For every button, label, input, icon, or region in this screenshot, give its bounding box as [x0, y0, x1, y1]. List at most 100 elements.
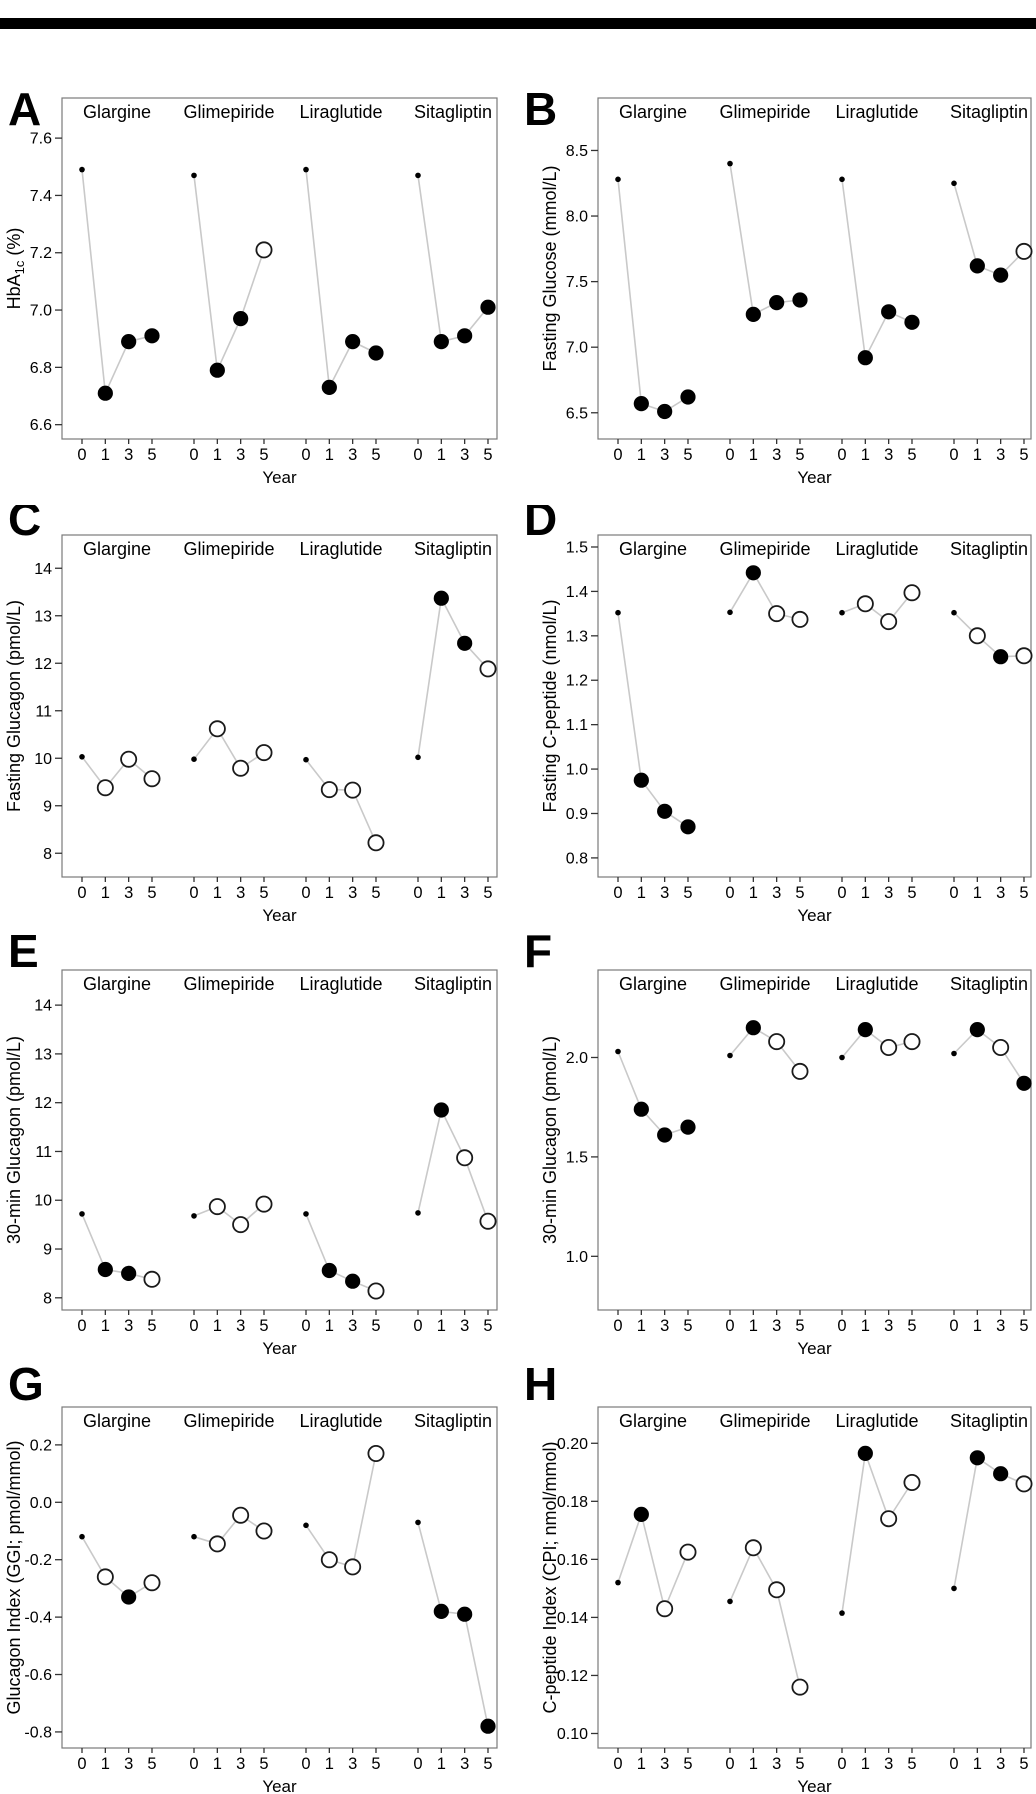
data-point-open: [320, 781, 338, 799]
data-point-baseline: [951, 609, 957, 616]
x-tick-label: 1: [437, 884, 446, 902]
x-tick-label: 1: [973, 1317, 982, 1335]
x-tick-label: 0: [77, 1317, 86, 1335]
trend-line: [417, 1107, 489, 1222]
x-tick-label: 0: [613, 884, 622, 902]
data-point-open: [679, 1543, 697, 1561]
data-point-baseline: [839, 176, 845, 183]
data-point-open: [232, 1216, 250, 1234]
panel-letter: F: [524, 925, 552, 977]
trend-line: [953, 183, 1025, 277]
x-tick-label: 5: [795, 1317, 804, 1335]
x-tick-label: 0: [725, 884, 734, 902]
data-point-baseline: [415, 754, 421, 761]
y-tick-label: 1.5: [566, 539, 588, 556]
x-tick-label: 0: [837, 446, 846, 464]
data-point-filled: [969, 1450, 985, 1466]
data-point-filled: [368, 345, 384, 361]
x-tick-label: 0: [949, 1755, 958, 1773]
x-tick-label: 3: [772, 446, 781, 464]
y-tick-label: 1.0: [566, 1249, 588, 1266]
y-tick-label: 6.6: [30, 417, 52, 434]
data-point-baseline: [303, 1211, 309, 1217]
trend-line: [841, 1453, 913, 1614]
data-point-open: [143, 1270, 161, 1288]
trend-line: [841, 179, 913, 361]
x-tick-label: 3: [772, 1317, 781, 1335]
x-tick-label: 1: [749, 446, 758, 464]
group-label: Sitagliptin: [414, 539, 492, 559]
data-point-baseline: [727, 609, 733, 616]
x-tick-label: 3: [124, 1317, 133, 1335]
panel-F: F 1.0 1.5 2.0 30-min Glucagon (pmol/L) Glargi…: [518, 925, 1034, 1358]
x-tick-label: 5: [371, 446, 380, 464]
y-tick-label: -0.6: [24, 1667, 52, 1684]
x-tick-label: 0: [613, 446, 622, 464]
panel-letter: A: [8, 85, 41, 135]
data-point-open: [208, 1198, 226, 1216]
x-axis-label: Year: [797, 906, 832, 925]
panel-letter: H: [524, 1358, 557, 1410]
x-tick-label: 5: [795, 446, 804, 464]
data-point-filled: [857, 1022, 873, 1038]
y-tick-label: 6.5: [566, 405, 588, 422]
data-point-filled: [657, 1127, 673, 1143]
x-tick-label: 5: [259, 446, 268, 464]
data-point-filled: [657, 803, 673, 819]
trend-line: [81, 1213, 153, 1281]
x-tick-label: 5: [683, 446, 692, 464]
x-tick-label: 5: [371, 1755, 380, 1773]
data-point-open: [232, 1506, 250, 1524]
trend-line: [417, 595, 489, 758]
panel-B-chart: B 6.5 7.0 7.5 8.0 8.5 Fasting Glucose (mmol/L)…: [524, 83, 1033, 487]
group-label: Glimepiride: [183, 102, 274, 122]
panel-C: C 8 9 10 11 12 13 14 Fasting Glucagon (pmol/L) Gl…: [4, 493, 518, 925]
plot-frame: [61, 969, 498, 1311]
trend-line: [193, 175, 265, 374]
x-tick-label: 3: [884, 1755, 893, 1773]
group-label: Glimepiride: [719, 102, 810, 122]
panel-D-chart: D 0.8 0.9 1.0 1.1 1.2 1.3 1.4 1.5 Fasting C-pepti…: [524, 493, 1033, 925]
plot-frame: [597, 97, 1032, 440]
group-label: Sitagliptin: [950, 539, 1028, 559]
data-point-baseline: [191, 172, 197, 179]
data-point-filled: [881, 304, 897, 320]
x-tick-label: 0: [837, 1755, 846, 1773]
panel-letter: B: [524, 85, 557, 135]
panel-E: E 8 9 10 11 12 13 14 30-min Glucagon (pmol/L) Gla…: [4, 925, 518, 1358]
plot-frame: [597, 534, 1032, 878]
trend-line: [305, 1213, 377, 1292]
data-point-filled: [633, 396, 649, 412]
x-tick-label: 1: [437, 1317, 446, 1335]
x-tick-label: 5: [147, 1755, 156, 1773]
data-point-open: [903, 1033, 921, 1051]
x-tick-label: 0: [301, 446, 310, 464]
data-point-filled: [745, 1020, 761, 1036]
data-point-filled: [480, 299, 496, 315]
x-tick-label: 3: [236, 446, 245, 464]
y-tick-label: 0.12: [557, 1668, 588, 1685]
data-point-filled: [97, 385, 113, 401]
trend-line: [305, 169, 377, 391]
x-tick-label: 3: [348, 446, 357, 464]
x-tick-label: 0: [613, 1755, 622, 1773]
group-label: Sitagliptin: [414, 1411, 492, 1431]
group-label: Liraglutide: [835, 539, 918, 559]
x-axis-label: Year: [262, 468, 297, 487]
group-label: Liraglutide: [835, 102, 918, 122]
data-point-open: [143, 770, 161, 788]
group-label: Liraglutide: [835, 974, 918, 994]
y-tick-label: 7.4: [30, 188, 52, 205]
data-point-filled: [97, 1261, 113, 1278]
group-label: Glimepiride: [183, 1411, 274, 1431]
panel-B: B 6.5 7.0 7.5 8.0 8.5 Fasting Glucose (mmol/L)…: [518, 83, 1034, 505]
data-point-filled: [433, 1102, 449, 1118]
data-point-filled: [233, 311, 249, 327]
data-point-open: [344, 781, 362, 799]
y-tick-label: 8: [43, 846, 52, 863]
x-tick-label: 3: [124, 446, 133, 464]
data-point-baseline: [839, 609, 845, 616]
group-label: Sitagliptin: [950, 1411, 1028, 1431]
x-tick-label: 3: [660, 1317, 669, 1335]
data-point-filled: [993, 649, 1009, 665]
